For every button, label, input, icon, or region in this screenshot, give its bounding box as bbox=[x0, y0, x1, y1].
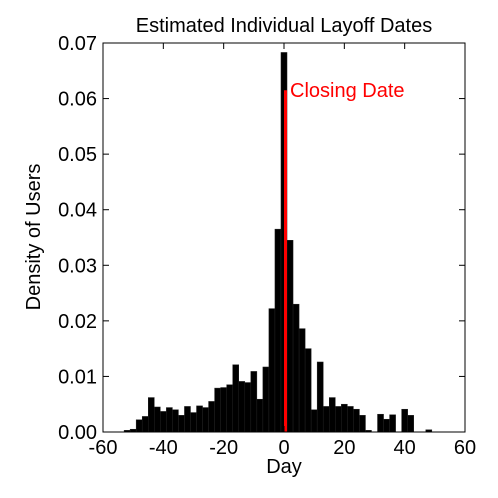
y-tick-label: 0.02 bbox=[58, 311, 97, 333]
histogram-bar bbox=[389, 414, 396, 433]
x-tick-label: 40 bbox=[394, 437, 416, 459]
y-tick-label: 0.01 bbox=[58, 366, 97, 388]
x-tick-label: 0 bbox=[278, 437, 289, 459]
x-tick-label: -20 bbox=[209, 437, 238, 459]
histogram-bar bbox=[244, 382, 252, 433]
histogram-bar bbox=[208, 401, 215, 433]
chart-title: Estimated Individual Layoff Dates bbox=[136, 15, 432, 37]
histogram-bar bbox=[329, 397, 336, 433]
histogram-bar bbox=[141, 416, 149, 433]
histogram-bar bbox=[172, 409, 179, 433]
histogram-bar bbox=[135, 419, 143, 433]
closing-date-bar bbox=[284, 90, 288, 433]
y-axis-label: Density of Users bbox=[23, 164, 45, 311]
histogram-bar bbox=[184, 406, 191, 433]
histogram-bar bbox=[359, 415, 366, 433]
plot-area-frame bbox=[102, 42, 466, 433]
y-tick-label: 0.03 bbox=[58, 255, 97, 277]
histogram-bar bbox=[256, 398, 264, 433]
histogram-bar bbox=[262, 366, 270, 433]
histogram-bar bbox=[226, 384, 233, 433]
histogram-bar bbox=[148, 397, 155, 433]
x-tick-label: 20 bbox=[333, 437, 355, 459]
x-axis-label: Day bbox=[266, 456, 302, 478]
histogram-bar bbox=[154, 406, 161, 433]
y-tick-label: 0.06 bbox=[58, 89, 97, 111]
histogram-bar bbox=[335, 406, 342, 433]
x-tick-label: 60 bbox=[454, 437, 476, 459]
histogram-bar bbox=[190, 412, 197, 433]
histogram-bar bbox=[353, 408, 360, 433]
histogram-bar bbox=[220, 387, 227, 433]
histogram-bar bbox=[310, 409, 318, 433]
histogram-bar bbox=[214, 387, 221, 433]
histogram-bar bbox=[304, 348, 312, 433]
histogram-bar bbox=[377, 413, 384, 433]
histogram-bar bbox=[202, 407, 209, 433]
histogram-bar bbox=[322, 406, 330, 433]
histogram-bar bbox=[292, 303, 300, 433]
y-tick-label: 0.04 bbox=[58, 200, 97, 222]
y-tick-label: 0.00 bbox=[58, 422, 97, 444]
histogram-bar bbox=[407, 415, 414, 433]
x-tick-label: -60 bbox=[89, 437, 118, 459]
histogram-bar bbox=[298, 328, 306, 433]
histogram-bar bbox=[286, 240, 294, 433]
histogram-bar bbox=[232, 364, 240, 433]
closing-date-label: Closing Date bbox=[290, 80, 405, 102]
y-tick-label: 0.05 bbox=[58, 144, 97, 166]
x-tick-label: -40 bbox=[149, 437, 178, 459]
y-tick-label: 0.07 bbox=[58, 33, 97, 55]
histogram-bar bbox=[250, 371, 258, 433]
histogram-bar bbox=[316, 361, 324, 433]
histogram-bar bbox=[383, 418, 390, 433]
histogram-bar bbox=[178, 415, 185, 433]
closing-date-marker bbox=[284, 90, 288, 433]
histogram-bar bbox=[166, 407, 173, 433]
histogram-bar bbox=[274, 228, 282, 433]
histogram-bar bbox=[238, 381, 246, 433]
histogram-bar bbox=[347, 406, 354, 433]
histogram-bar bbox=[268, 308, 276, 433]
histogram-bar bbox=[196, 405, 203, 433]
axis-ticks: -60 -40 -20 0 20 40 60 0.00 0.01 0.02 0.03 0.04 0.05… bbox=[58, 33, 476, 459]
